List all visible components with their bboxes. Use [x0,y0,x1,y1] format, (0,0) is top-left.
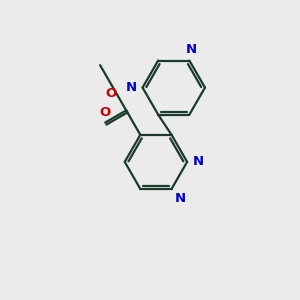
Text: N: N [185,43,197,56]
Text: N: N [175,193,186,206]
Text: O: O [100,106,111,119]
Text: N: N [126,81,137,94]
Text: O: O [105,87,116,101]
Text: N: N [193,155,204,168]
